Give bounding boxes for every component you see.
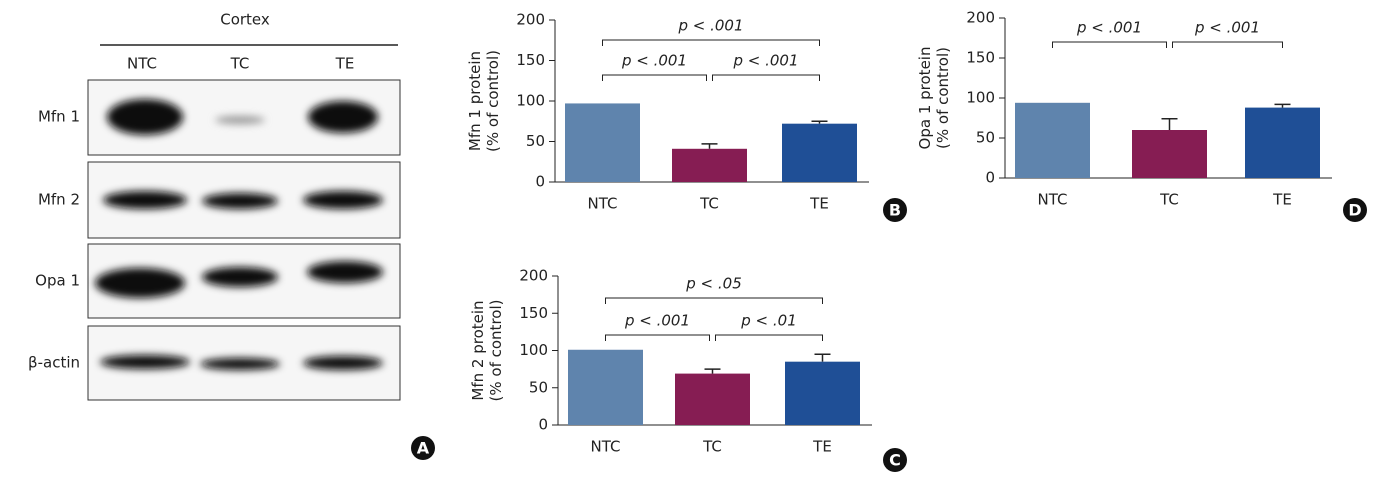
- y-axis-label: Mfn 1 protein(% of control): [466, 50, 502, 152]
- y-tick-label: 50: [976, 129, 995, 147]
- significance-label: p < .05: [685, 275, 741, 293]
- significance-label: p < .001: [1076, 19, 1142, 37]
- y-axis-label-line: (% of control): [934, 47, 952, 149]
- significance-label: p < .001: [621, 52, 687, 70]
- error-bar: [705, 369, 721, 373]
- y-tick-label: 150: [519, 304, 548, 322]
- y-axis-label-line: Mfn 2 protein: [469, 300, 487, 400]
- x-tick-label: TC: [699, 195, 719, 213]
- column-label: TC: [230, 55, 250, 73]
- row-label: Mfn 1: [38, 108, 80, 126]
- figure: Cortex NTC TC TE Mfn 1 Mfn 2 Opa 1 β-act…: [0, 0, 1373, 476]
- y-tick-label: 50: [526, 132, 545, 150]
- significance-label: p < .01: [740, 312, 796, 330]
- significance-bracket: [603, 75, 707, 81]
- x-tick-label: NTC: [588, 195, 618, 213]
- x-tick-label: NTC: [1038, 191, 1068, 209]
- error-bar: [812, 121, 828, 123]
- significance-bracket: [606, 335, 710, 341]
- bar: [1245, 108, 1320, 178]
- row-label: Opa 1: [35, 272, 80, 290]
- panel-letter: C: [889, 451, 901, 470]
- bar: [1132, 130, 1207, 178]
- y-tick-label: 200: [516, 11, 545, 29]
- panel-letter: B: [889, 201, 901, 220]
- y-tick-label: 0: [535, 173, 545, 191]
- significance-bracket: [1053, 42, 1167, 48]
- bar-chart: 0 50 100 150 200 Mfn 1 protein(% of control) N…: [466, 11, 908, 223]
- x-tick-label: TE: [809, 195, 829, 213]
- column-label: NTC: [127, 55, 157, 73]
- y-tick-label: 150: [966, 49, 995, 67]
- x-tick-label: TC: [702, 438, 722, 456]
- bar: [785, 362, 860, 425]
- significance-label: p < .001: [732, 52, 798, 70]
- error-bar: [702, 144, 718, 149]
- significance-label: p < .001: [1194, 19, 1260, 37]
- blot-title: Cortex: [220, 11, 270, 29]
- bar-chart: 0 50 100 150 200 Opa 1 protein(% of control) N…: [916, 9, 1368, 223]
- y-tick-label: 0: [538, 416, 548, 434]
- y-tick-label: 0: [985, 169, 995, 187]
- row-label: Mfn 2: [38, 191, 80, 209]
- y-axis-label-line: Mfn 1 protein: [466, 51, 484, 151]
- significance-label: p < .001: [624, 312, 690, 330]
- x-tick-label: TC: [1159, 191, 1179, 209]
- error-bar: [815, 354, 831, 361]
- bar: [782, 124, 857, 182]
- significance-bracket: [713, 75, 820, 81]
- bar: [1015, 103, 1090, 178]
- significance-bracket: [606, 298, 823, 304]
- y-tick-label: 50: [529, 378, 548, 396]
- y-axis-label-line: (% of control): [487, 300, 505, 402]
- panel-letter: A: [417, 439, 430, 458]
- y-tick-label: 150: [516, 51, 545, 69]
- bar: [675, 374, 750, 425]
- panel-letter: D: [1348, 201, 1361, 220]
- x-tick-label: TE: [812, 438, 832, 456]
- y-tick-label: 100: [516, 92, 545, 110]
- x-tick-label: TE: [1272, 191, 1292, 209]
- error-bar: [1275, 104, 1291, 107]
- significance-label: p < .001: [677, 17, 743, 35]
- y-tick-label: 200: [519, 267, 548, 285]
- x-tick-label: NTC: [591, 438, 621, 456]
- significance-bracket: [716, 335, 823, 341]
- y-axis-label-line: Opa 1 protein: [916, 47, 934, 150]
- y-tick-label: 100: [966, 89, 995, 107]
- y-axis-label: Mfn 2 protein(% of control): [469, 300, 505, 402]
- y-tick-label: 100: [519, 341, 548, 359]
- blot-panel: Cortex NTC TC TE Mfn 1 Mfn 2 Opa 1 β-act…: [28, 11, 435, 461]
- error-bar: [1162, 119, 1178, 130]
- significance-bracket: [603, 40, 820, 46]
- y-axis-label-line: (% of control): [484, 50, 502, 152]
- bar: [672, 149, 747, 182]
- significance-bracket: [1173, 42, 1283, 48]
- bar-chart: 0 50 100 150 200 Mfn 2 protein(% of control) N…: [469, 267, 908, 473]
- column-label: TE: [335, 55, 355, 73]
- row-label: β-actin: [28, 354, 80, 372]
- y-tick-label: 200: [966, 9, 995, 27]
- bar: [565, 103, 640, 182]
- y-axis-label: Opa 1 protein(% of control): [916, 47, 952, 150]
- bar: [568, 350, 643, 425]
